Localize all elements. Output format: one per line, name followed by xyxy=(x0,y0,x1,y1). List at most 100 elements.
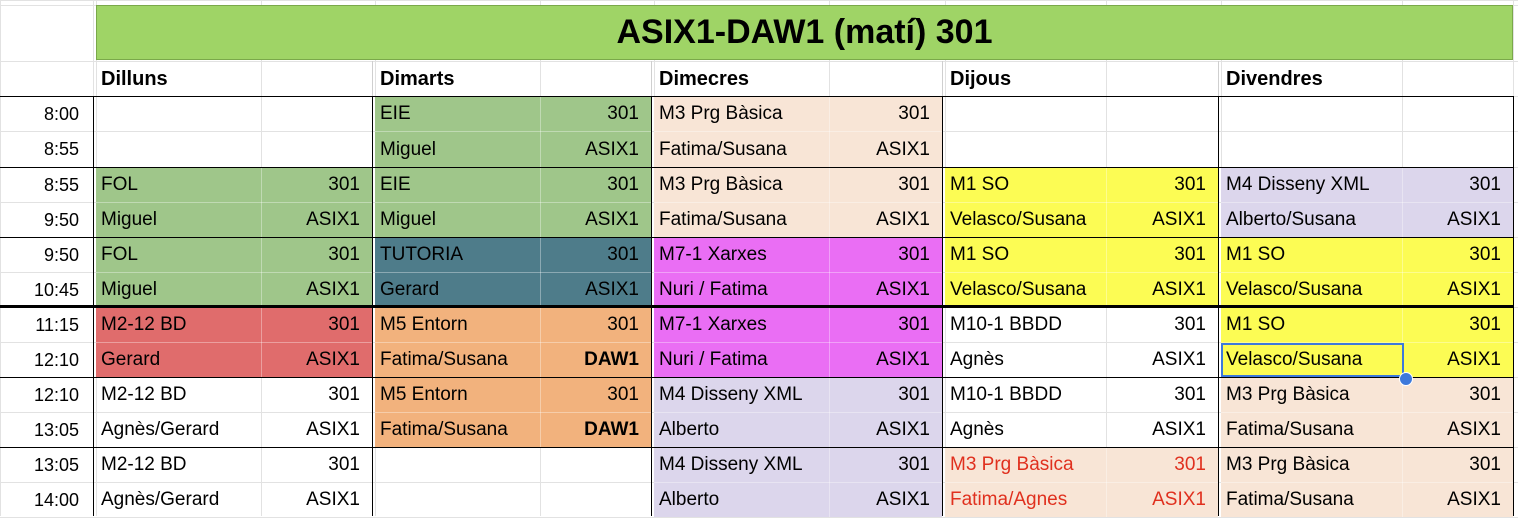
subject-cell[interactable]: M4 Disseny XML xyxy=(659,384,803,405)
room-cell[interactable]: 301 xyxy=(1174,384,1206,405)
group-cell[interactable]: ASIX1 xyxy=(585,138,639,160)
room-cell[interactable]: 301 xyxy=(607,174,639,195)
room-cell[interactable]: 301 xyxy=(328,174,360,195)
subject-cell[interactable]: M3 Prg Bàsica xyxy=(659,103,783,124)
subject-cell[interactable]: FOL xyxy=(101,174,138,195)
subject-cell[interactable]: M1 SO xyxy=(1226,244,1286,265)
group-cell[interactable]: ASIX1 xyxy=(876,419,930,440)
teacher-cell[interactable]: Alberto xyxy=(659,419,720,440)
subject-cell[interactable]: M5 Entorn xyxy=(380,314,468,335)
subject-cell[interactable]: FOL xyxy=(101,244,138,265)
time-cell[interactable]: 13:05 xyxy=(33,454,79,475)
teacher-cell[interactable]: Miguel xyxy=(380,138,436,160)
subject-cell[interactable]: M1 SO xyxy=(950,174,1010,195)
teacher-cell[interactable]: Agnès xyxy=(950,419,1004,440)
room-cell[interactable]: 301 xyxy=(1469,314,1501,335)
teacher-cell[interactable]: Miguel xyxy=(380,209,436,230)
group-cell[interactable]: ASIX1 xyxy=(1447,489,1501,510)
room-cell[interactable]: 301 xyxy=(607,314,639,335)
group-cell[interactable] xyxy=(540,482,651,517)
time-cell[interactable]: 13:05 xyxy=(33,419,79,440)
room-cell[interactable]: 301 xyxy=(607,384,639,405)
teacher-cell[interactable] xyxy=(96,131,261,167)
room-cell[interactable]: 301 xyxy=(1469,244,1501,265)
group-cell[interactable]: ASIX1 xyxy=(306,209,360,230)
day-header-divendres[interactable]: Divendres xyxy=(1226,67,1323,90)
time-cell[interactable]: 8:00 xyxy=(43,103,79,124)
teacher-cell[interactable] xyxy=(1221,131,1402,167)
teacher-cell[interactable]: Fatima/Susana xyxy=(1226,419,1354,440)
group-cell[interactable]: DAW1 xyxy=(584,419,639,440)
subject-cell[interactable]: M7-1 Xarxes xyxy=(659,244,767,265)
teacher-cell[interactable]: Alberto xyxy=(659,489,720,510)
time-cell[interactable]: 9:50 xyxy=(43,209,79,230)
group-cell[interactable]: ASIX1 xyxy=(306,419,360,440)
teacher-cell[interactable]: Nuri / Fatima xyxy=(659,349,768,370)
group-cell[interactable]: ASIX1 xyxy=(306,489,360,510)
time-cell[interactable]: 8:55 xyxy=(43,139,79,159)
time-cell[interactable]: 12:10 xyxy=(33,384,79,405)
room-cell[interactable]: 301 xyxy=(898,384,930,405)
room-cell[interactable]: 301 xyxy=(328,454,360,475)
group-cell[interactable]: ASIX1 xyxy=(1152,349,1206,370)
group-cell[interactable]: ASIX1 xyxy=(876,489,930,510)
group-cell[interactable]: ASIX1 xyxy=(1447,209,1501,230)
subject-cell[interactable]: M10-1 BBDD xyxy=(950,314,1062,335)
room-cell[interactable]: 301 xyxy=(898,103,930,124)
group-cell[interactable]: ASIX1 xyxy=(585,279,639,300)
selection-handle[interactable] xyxy=(1399,372,1413,386)
subject-cell[interactable]: EIE xyxy=(380,174,411,195)
teacher-cell[interactable] xyxy=(945,131,1106,167)
subject-cell[interactable]: M3 Prg Bàsica xyxy=(950,454,1074,475)
subject-cell[interactable]: M3 Prg Bàsica xyxy=(659,174,783,195)
group-cell[interactable] xyxy=(1106,131,1218,167)
time-cell[interactable]: 9:50 xyxy=(43,244,79,265)
room-cell[interactable]: 301 xyxy=(1469,384,1501,405)
teacher-cell[interactable]: Gerard xyxy=(380,279,440,300)
room-cell[interactable]: 301 xyxy=(898,454,930,475)
time-cell[interactable]: 10:45 xyxy=(33,279,79,300)
teacher-cell[interactable]: Alberto/Susana xyxy=(1226,209,1356,230)
group-cell[interactable]: ASIX1 xyxy=(876,349,930,370)
room-cell[interactable]: 301 xyxy=(898,174,930,195)
room-cell[interactable]: 301 xyxy=(898,314,930,335)
subject-cell[interactable] xyxy=(1221,96,1402,131)
room-cell[interactable] xyxy=(1106,96,1218,131)
group-cell[interactable]: ASIX1 xyxy=(876,138,930,160)
teacher-cell[interactable]: Fatima/Susana xyxy=(380,419,508,440)
subject-cell[interactable]: M2-12 BD xyxy=(101,384,187,405)
group-cell[interactable]: ASIX1 xyxy=(1152,419,1206,440)
group-cell[interactable]: ASIX1 xyxy=(876,209,930,230)
subject-cell[interactable] xyxy=(375,447,540,482)
group-cell[interactable] xyxy=(261,131,372,167)
sheet-title[interactable]: ASIX1-DAW1 (matí) 301 xyxy=(96,5,1513,60)
subject-cell[interactable]: M4 Disseny XML xyxy=(659,454,803,475)
teacher-cell[interactable]: Velasco/Susana xyxy=(950,209,1087,230)
subject-cell[interactable]: M4 Disseny XML xyxy=(1226,174,1370,195)
teacher-cell[interactable]: Fatima/Susana xyxy=(1226,489,1354,510)
room-cell[interactable]: 301 xyxy=(1174,174,1206,195)
teacher-cell[interactable]: Agnès/Gerard xyxy=(101,419,220,440)
group-cell[interactable]: ASIX1 xyxy=(876,279,930,300)
group-cell[interactable]: ASIX1 xyxy=(1447,419,1501,440)
room-cell[interactable]: 301 xyxy=(1174,244,1206,265)
subject-cell[interactable]: M3 Prg Bàsica xyxy=(1226,384,1350,405)
time-cell[interactable]: 12:10 xyxy=(33,349,79,370)
subject-cell[interactable]: EIE xyxy=(380,103,411,124)
day-header-dijous[interactable]: Dijous xyxy=(950,67,1012,90)
teacher-cell[interactable]: Fatima/Susana xyxy=(380,349,508,370)
day-header-dimecres[interactable]: Dimecres xyxy=(659,67,750,90)
teacher-cell[interactable]: Fatima/Agnes xyxy=(950,489,1068,510)
room-cell[interactable]: 301 xyxy=(607,103,639,124)
teacher-cell[interactable]: Gerard xyxy=(101,349,161,370)
teacher-cell[interactable]: Agnès/Gerard xyxy=(101,489,220,510)
room-cell[interactable]: 301 xyxy=(328,314,360,335)
group-cell[interactable]: DAW1 xyxy=(584,349,639,370)
room-cell[interactable]: 301 xyxy=(1174,314,1206,335)
teacher-cell[interactable]: Nuri / Fatima xyxy=(659,279,768,300)
teacher-cell[interactable]: Agnès xyxy=(950,349,1004,370)
subject-cell[interactable] xyxy=(945,96,1106,131)
subject-cell[interactable]: M7-1 Xarxes xyxy=(659,314,767,335)
subject-cell[interactable]: M1 SO xyxy=(950,244,1010,265)
subject-cell[interactable]: M1 SO xyxy=(1226,314,1286,335)
